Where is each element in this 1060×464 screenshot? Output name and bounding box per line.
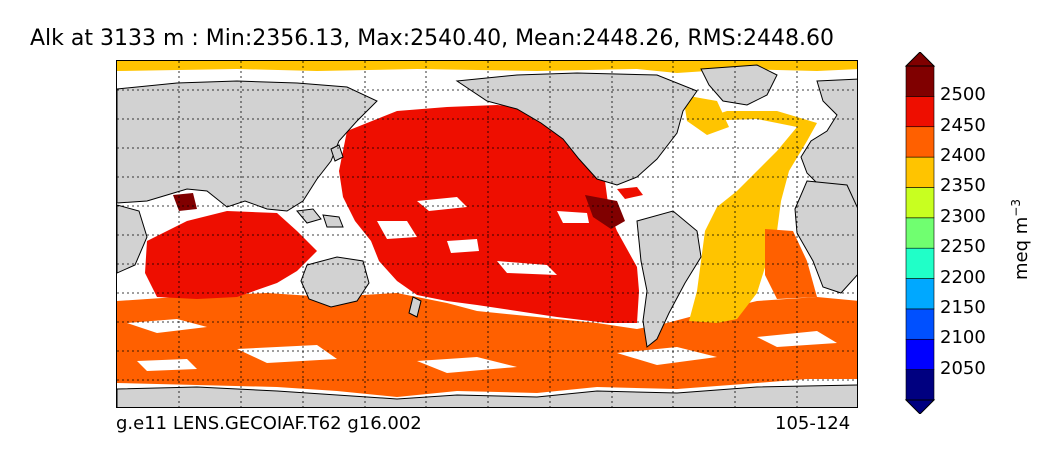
caribbean-red — [617, 187, 643, 199]
colorbar-extend-bottom-arrow — [904, 399, 936, 414]
year-range-label: 105-124 — [775, 413, 851, 434]
colorbar-segment — [905, 278, 935, 310]
colorbar-tick-label: 2400 — [940, 145, 986, 167]
colorbar-segments — [905, 65, 935, 401]
colorbar-tick-label: 2500 — [940, 84, 986, 106]
indian-ocean-red — [145, 211, 317, 299]
labrador-sea-yellow — [683, 95, 729, 135]
colorbar-tick-label: 2200 — [940, 266, 986, 288]
greenland-land — [700, 64, 778, 106]
colorbar-segment — [905, 65, 935, 97]
eastern-pacific-darkred — [585, 195, 625, 229]
colorbar-tick-label: 2050 — [940, 357, 986, 379]
map-title: Alk at 3133 m : Min:2356.13, Max:2540.40… — [30, 26, 835, 51]
land-group — [117, 64, 857, 407]
colorbar-segment — [905, 187, 935, 219]
colorbar-unit-text: meq m−3 — [1009, 199, 1032, 280]
colorbar-tick-label: 2150 — [940, 296, 986, 318]
colorbar — [904, 52, 936, 414]
atlantic-ocean-yellow — [689, 111, 817, 323]
new-zealand-land — [408, 296, 422, 318]
colorbar-segment — [905, 217, 935, 249]
world-map — [117, 61, 857, 407]
south-america-land — [636, 210, 702, 348]
graticule — [117, 61, 857, 407]
colorbar-segment — [905, 369, 935, 401]
australia-land — [300, 256, 370, 308]
colorbar-tick-label: 2350 — [940, 175, 986, 197]
africa-land — [117, 180, 857, 294]
colorbar-axis-label: meq m−3 — [1001, 170, 1032, 290]
colorbar-unit-exponent: −3 — [1009, 199, 1023, 217]
colorbar-unit-base: meq m — [1011, 216, 1032, 280]
south-atlantic-orange — [765, 229, 817, 299]
colorbar-extend-top-arrow — [904, 52, 936, 67]
colorbar-segment — [905, 247, 935, 279]
colorbar-tick-label: 2100 — [940, 327, 986, 349]
colorbar-tick-label: 2300 — [940, 205, 986, 227]
colorbar-segment — [905, 156, 935, 188]
colorbar-tick-labels: 2500 2450 2400 2350 2300 2250 2200 2150 2100 2050 — [940, 52, 1000, 414]
map-panel — [116, 60, 858, 408]
case-name-label: g.e11 LENS.GECOIAF.T62 g16.002 — [116, 413, 422, 434]
arctic-yellow-strip — [117, 61, 857, 73]
colorbar-segment — [905, 96, 935, 128]
southern-ocean-orange — [117, 293, 857, 397]
pacific-ocean-red — [339, 105, 639, 323]
antarctica-land — [117, 384, 857, 407]
colorbar-segment — [905, 126, 935, 158]
colorbar-segment — [905, 308, 935, 340]
colorbar-segment — [905, 338, 935, 370]
southern-ocean-gap — [127, 319, 837, 373]
colorbar-tick-label: 2450 — [940, 114, 986, 136]
colorbar-tick-label: 2250 — [940, 236, 986, 258]
maritime-asia-land — [296, 144, 344, 228]
